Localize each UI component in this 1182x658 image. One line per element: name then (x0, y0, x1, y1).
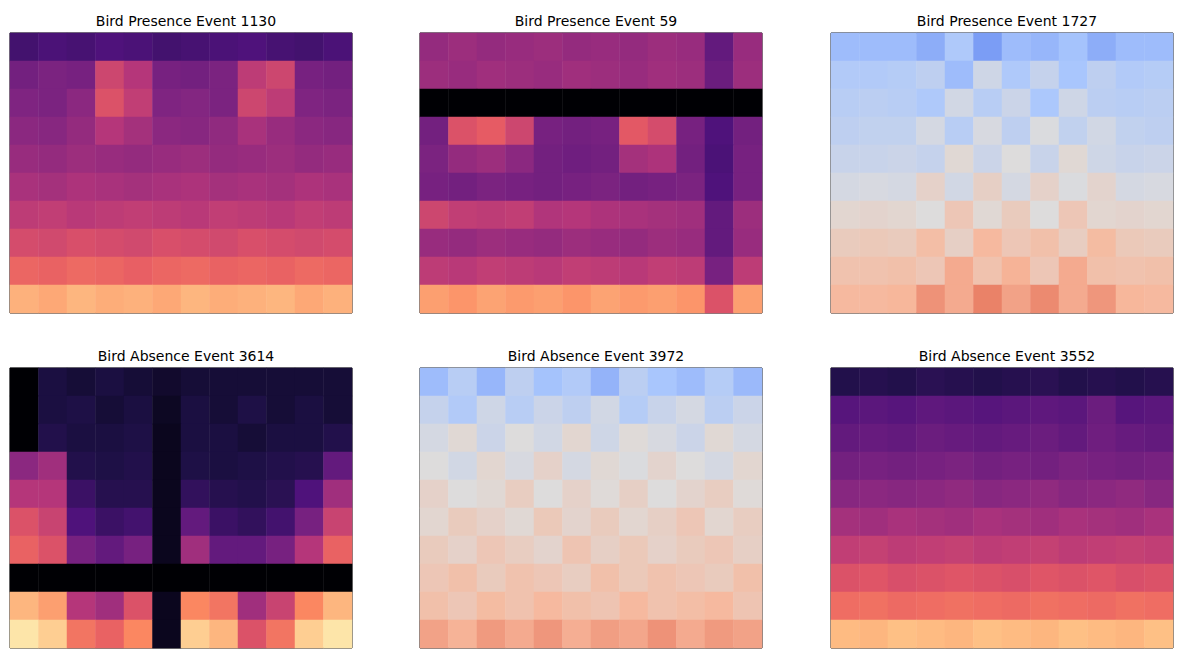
svg-text:Bird Presence Event 59: Bird Presence Event 59 (515, 13, 678, 29)
svg-text:Bird Presence Event 1727: Bird Presence Event 1727 (917, 13, 1097, 29)
svg-text:Bird Absence Event 3552: Bird Absence Event 3552 (919, 348, 1096, 364)
svg-text:Bird Absence Event 3972: Bird Absence Event 3972 (508, 348, 685, 364)
svg-text:Bird Presence Event 1130: Bird Presence Event 1130 (96, 13, 276, 29)
svg-text:Bird Absence Event 3614: Bird Absence Event 3614 (98, 348, 275, 364)
